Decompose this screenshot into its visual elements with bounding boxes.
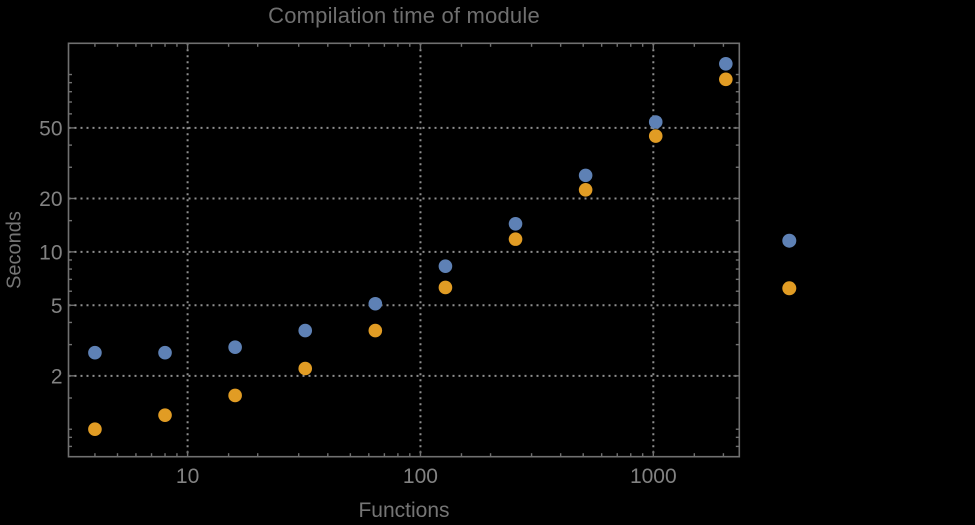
- data-point-series-2: [228, 388, 242, 403]
- data-point-series-2: [508, 232, 523, 246]
- data-point-series-2: [578, 182, 593, 197]
- legend-marker-series-2: [782, 281, 797, 296]
- plot-frame: [67, 42, 741, 458]
- data-point-series-2: [88, 422, 102, 437]
- data-point-series-2: [648, 129, 663, 143]
- data-point-series-2: [298, 361, 313, 376]
- data-point-series-1: [88, 345, 102, 360]
- data-point-series-1: [298, 323, 313, 338]
- data-point-series-1: [228, 340, 242, 355]
- y-tick-label: 10: [39, 241, 62, 264]
- data-point-series-2: [438, 280, 453, 295]
- data-point-series-2: [158, 408, 172, 422]
- plot-title: Compilation time of module: [268, 3, 540, 28]
- data-point-series-1: [368, 296, 383, 311]
- x-tick-label: 100: [403, 465, 438, 488]
- data-point-series-2: [719, 72, 733, 87]
- data-point-series-1: [508, 216, 523, 231]
- x-tick-label: 10: [176, 465, 199, 488]
- x-tick-label: 1000: [630, 465, 677, 488]
- y-tick-label: 2: [51, 365, 63, 388]
- legend-marker-series-1: [782, 233, 797, 248]
- x-axis-label: Functions: [358, 499, 450, 522]
- y-tick-label: 20: [39, 188, 62, 211]
- y-tick-label: 50: [39, 117, 62, 140]
- data-point-series-1: [158, 345, 172, 360]
- data-point-series-2: [368, 323, 383, 338]
- data-point-series-1: [438, 259, 453, 274]
- data-point-series-1: [578, 168, 593, 183]
- y-tick-label: 5: [51, 295, 63, 318]
- data-point-series-1: [648, 115, 663, 129]
- data-point-series-1: [719, 56, 733, 71]
